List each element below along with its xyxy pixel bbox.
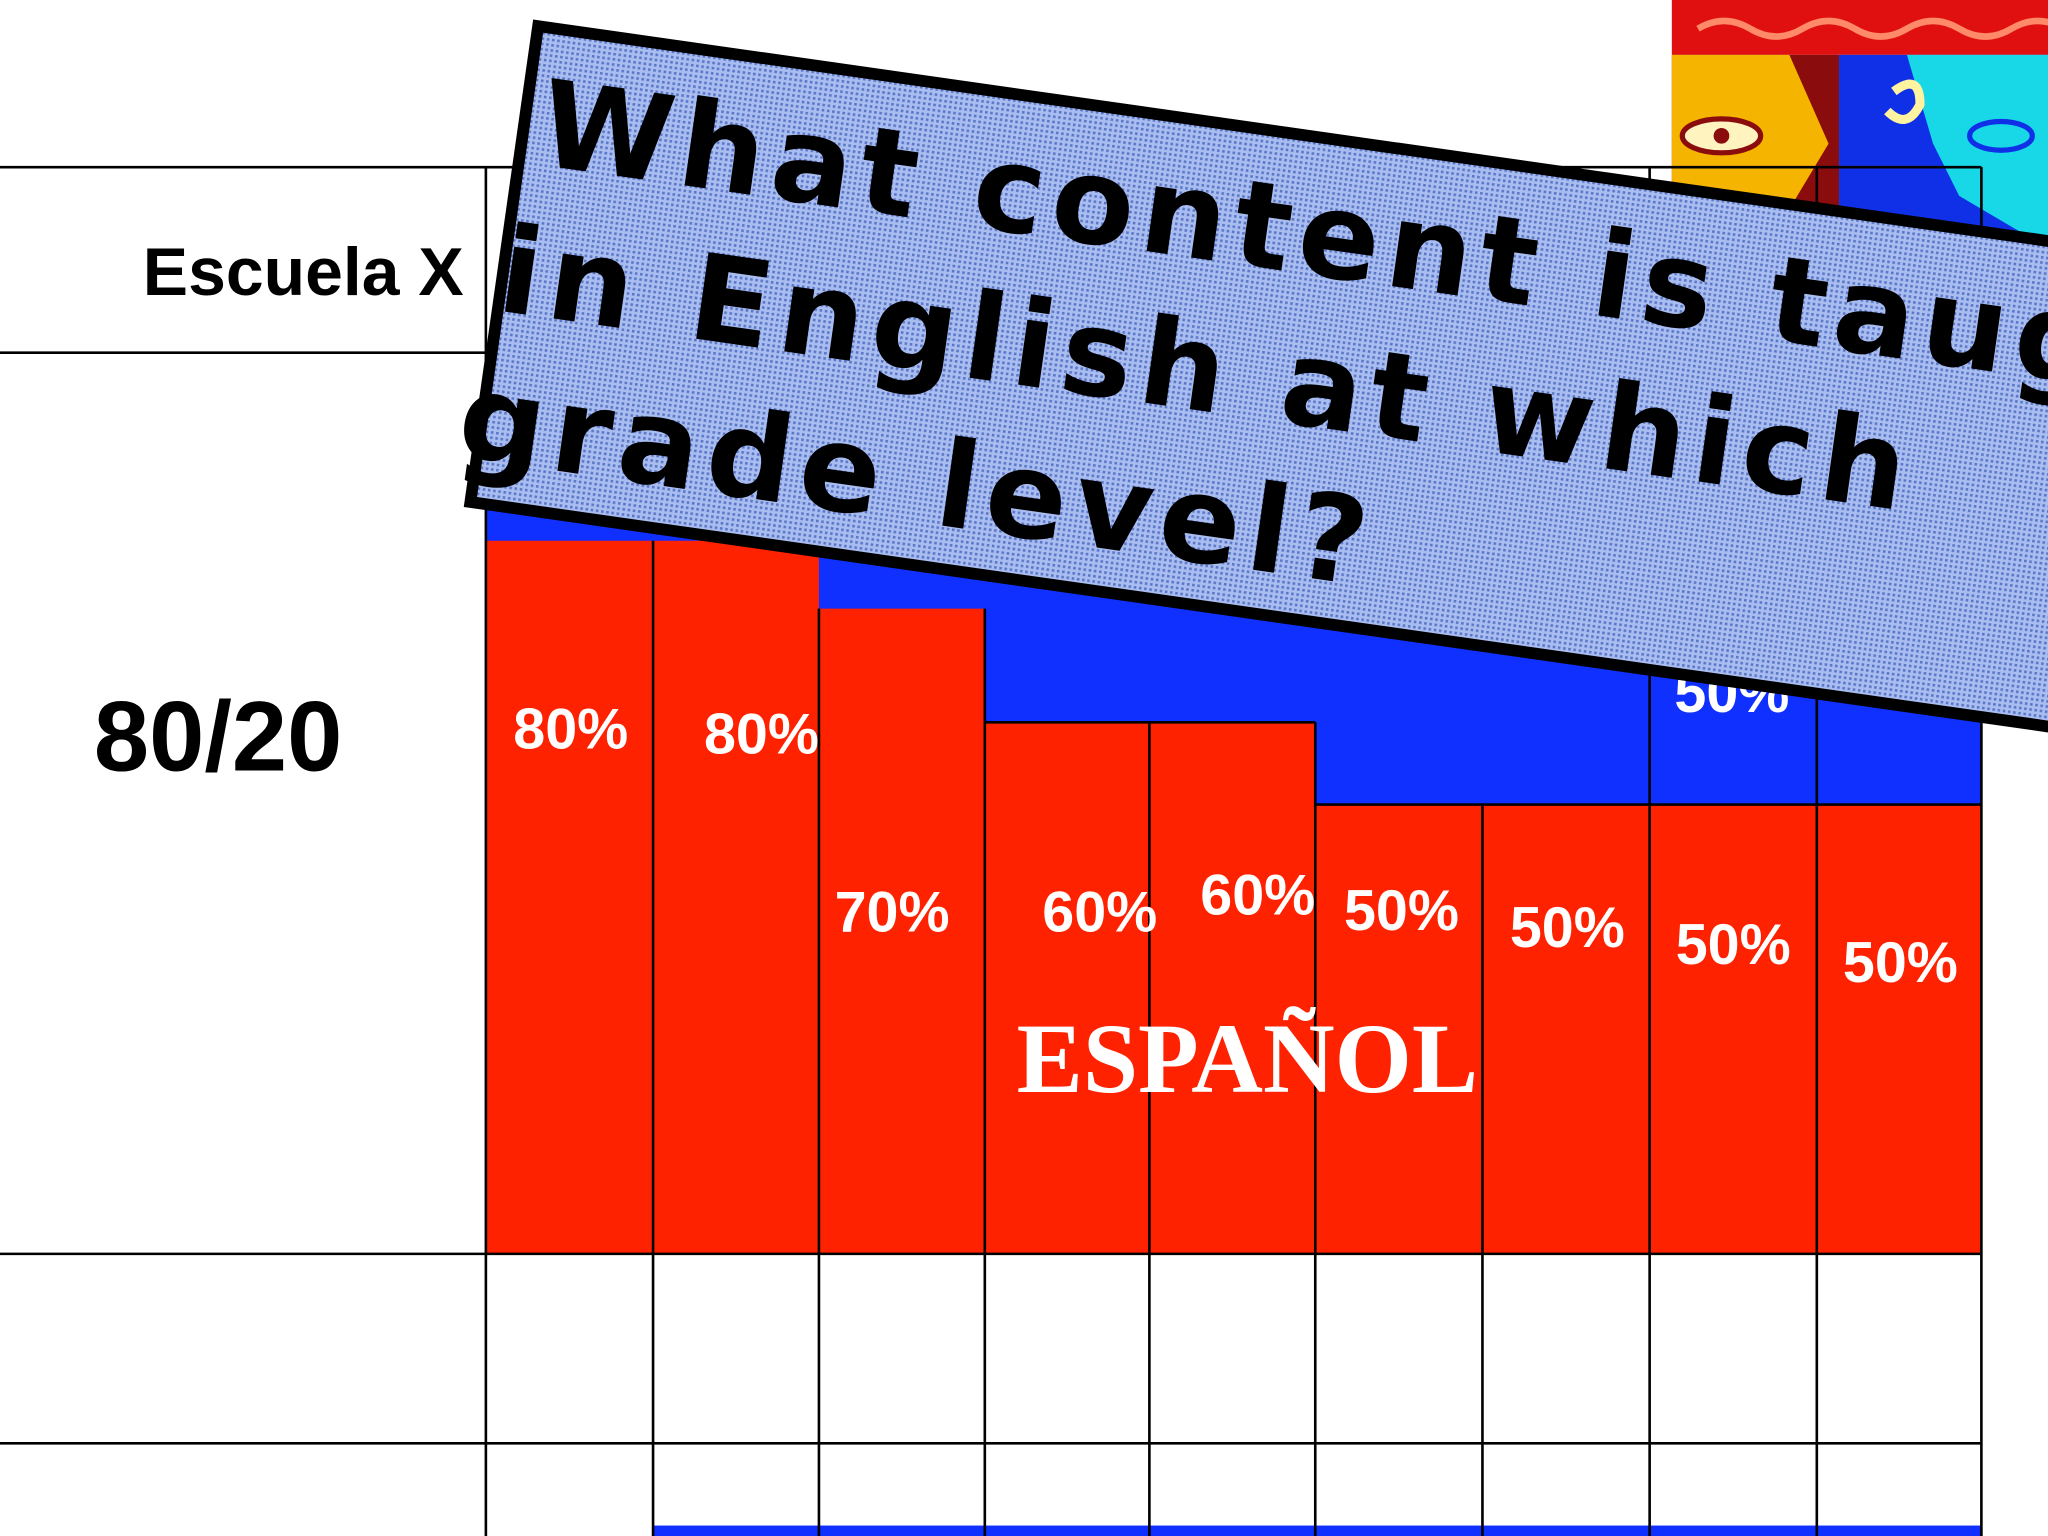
percent-label: 70% bbox=[835, 880, 950, 944]
language-label: ESPAÑOL bbox=[1017, 1005, 1478, 1114]
logo bbox=[1671, 0, 2048, 251]
percent-label: 50% bbox=[1843, 931, 1958, 995]
percent-label: 60% bbox=[1042, 880, 1157, 944]
percent-label: 50% bbox=[1344, 879, 1459, 943]
spanish-area bbox=[485, 540, 1982, 1254]
model-label: 80/20 bbox=[94, 682, 342, 793]
percent-label: 60% bbox=[1200, 863, 1315, 927]
percent-label: 50% bbox=[1510, 896, 1625, 960]
percent-label: 50% bbox=[1676, 913, 1791, 977]
school-name: Escuela X bbox=[143, 235, 464, 310]
bottom-bar bbox=[653, 1525, 1982, 1536]
percent-label: 80% bbox=[513, 697, 628, 761]
percent-label: 80% bbox=[704, 703, 819, 767]
